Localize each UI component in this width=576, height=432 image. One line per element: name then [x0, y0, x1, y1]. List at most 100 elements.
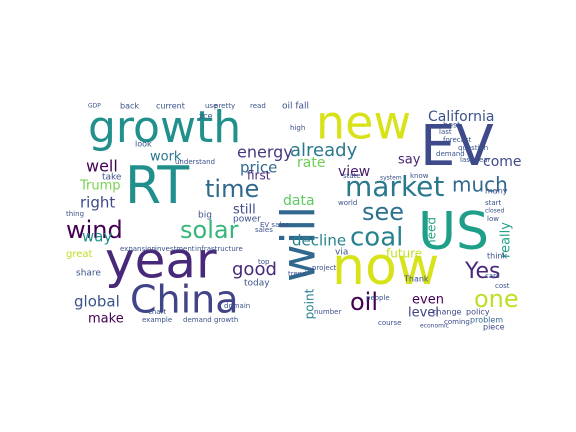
cloud-word-closed: closed: [485, 208, 504, 215]
cloud-word-great: great: [66, 249, 93, 260]
cloud-word-demand-growth: demand growth: [183, 316, 238, 324]
cloud-word-data: data: [283, 193, 315, 209]
cloud-word-via: via: [335, 248, 348, 258]
cloud-word-now: now: [332, 237, 439, 297]
cloud-word-global: global: [74, 293, 120, 311]
cloud-word-trump: Trump: [79, 179, 121, 194]
cloud-word-start: start: [485, 199, 502, 207]
cloud-word-well: well: [86, 157, 118, 176]
cloud-word-top: top: [258, 258, 270, 266]
cloud-word-expansion: expansion: [120, 245, 156, 253]
cloud-word-last: last: [439, 128, 452, 136]
cloud-word-state: state: [343, 172, 361, 180]
cloud-word-coal: coal: [350, 223, 403, 253]
cloud-word-even: even: [412, 293, 444, 308]
cloud-word-cost: cost: [495, 282, 510, 290]
cloud-word-piece: piece: [483, 323, 505, 332]
cloud-word-still: still: [233, 203, 256, 218]
cloud-word-read: read: [250, 102, 266, 110]
cloud-word-first: first: [247, 169, 271, 183]
cloud-word-know: know: [410, 172, 429, 180]
cloud-word-economic: economic: [420, 323, 449, 330]
cloud-word-look: look: [135, 140, 152, 149]
cloud-word-see: see: [362, 198, 404, 226]
cloud-word-last-year: last year: [460, 156, 491, 164]
cloud-word-problem: problem: [470, 316, 503, 325]
cloud-word-good: good: [232, 259, 277, 280]
cloud-word-make: make: [88, 312, 124, 327]
cloud-word-take: take: [102, 173, 122, 183]
cloud-word-gdp: GDP: [88, 103, 101, 110]
cloud-word-understand: understand: [175, 158, 215, 166]
cloud-word-energy: energy: [237, 143, 293, 162]
cloud-word-oil-fall: oil fall: [282, 102, 309, 112]
cloud-word-system: system: [380, 175, 402, 182]
cloud-word-low: low: [487, 215, 499, 223]
cloud-word-pretty: pretty: [214, 102, 235, 110]
cloud-word-investment: investment: [155, 245, 195, 253]
cloud-word-will: will: [272, 206, 326, 282]
cloud-word-need: need: [425, 217, 439, 247]
cloud-word-already: already: [290, 140, 358, 161]
cloud-word-right: right: [80, 194, 115, 212]
cloud-word-one: one: [474, 285, 519, 313]
cloud-word-rt: RT: [125, 156, 189, 216]
cloud-word-say: say: [398, 153, 421, 168]
cloud-word-big: big: [198, 211, 212, 221]
cloud-word-current: current: [156, 102, 185, 111]
cloud-word-solar: solar: [180, 216, 239, 244]
cloud-word-much: much: [452, 173, 508, 197]
cloud-word-use: use: [205, 102, 217, 110]
cloud-word-thing: thing: [66, 210, 84, 218]
cloud-word-share: share: [76, 269, 101, 279]
cloud-word-many: many: [485, 187, 508, 196]
cloud-word-question: question: [458, 144, 488, 152]
cloud-word-come: come: [483, 154, 522, 170]
cloud-word-coming: coming: [444, 318, 470, 326]
cloud-word-year: year: [105, 232, 217, 290]
cloud-word-think: think: [487, 252, 508, 261]
cloud-word-ev-sales: EV sales: [260, 221, 290, 229]
cloud-word-project: project: [312, 264, 337, 272]
cloud-word-california: California: [428, 109, 494, 125]
cloud-word-best: best: [443, 121, 460, 130]
cloud-word-world: world: [338, 199, 357, 207]
cloud-word-new: new: [316, 96, 411, 150]
cloud-word-time: time: [205, 175, 259, 203]
cloud-word-chart: chart: [148, 308, 166, 316]
cloud-word-china: China: [130, 278, 239, 322]
cloud-word-price: price: [240, 159, 277, 177]
cloud-word-oil: oil: [350, 288, 378, 316]
cloud-word-example: example: [142, 316, 172, 324]
cloud-word-yes: Yes: [464, 259, 501, 284]
cloud-word-policy: policy: [466, 308, 490, 317]
cloud-word-back: back: [120, 102, 139, 111]
cloud-word-thank: Thank: [403, 275, 429, 284]
cloud-word-view: view: [338, 164, 370, 180]
cloud-word-sales: sales: [255, 226, 273, 234]
cloud-word-forecast: forecast: [443, 136, 472, 144]
cloud-word-decline: decline: [292, 232, 346, 250]
cloud-word-change: change: [432, 308, 462, 317]
cloud-word-trend: trend: [288, 270, 307, 278]
cloud-word-ev: EV: [420, 114, 494, 179]
cloud-word-high: high: [290, 124, 305, 132]
cloud-word-point: point: [303, 288, 317, 319]
cloud-word-zce: zce: [199, 112, 213, 121]
cloud-word-demand: demand: [436, 150, 465, 158]
cloud-word-cars: cars: [485, 272, 500, 280]
cloud-word-level: level: [408, 306, 439, 321]
cloud-word-market: market: [345, 170, 444, 203]
cloud-word-number: number: [314, 308, 341, 316]
cloud-word-today: today: [244, 279, 270, 289]
cloud-word-people: people: [366, 294, 390, 302]
cloud-word-domain: domain: [224, 302, 250, 310]
cloud-word-course: course: [378, 319, 401, 327]
cloud-word-power: power: [233, 215, 261, 225]
cloud-word-way: way: [82, 228, 112, 246]
cloud-word-rate: rate: [297, 155, 325, 171]
cloud-word-really: really: [499, 222, 514, 258]
cloud-word-us: US: [418, 202, 489, 262]
